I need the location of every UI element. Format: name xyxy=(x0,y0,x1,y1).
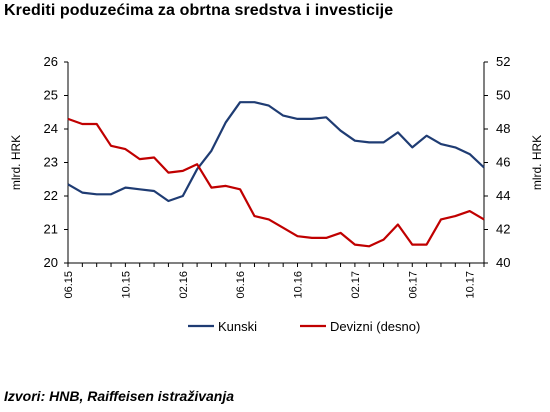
series-line-kunski xyxy=(67,101,485,203)
right-tick-label: 42 xyxy=(496,222,510,237)
left-tick-label: 20 xyxy=(44,255,58,270)
right-tick-label: 40 xyxy=(496,255,510,270)
x-tick-label: 10.16 xyxy=(293,271,305,299)
left-tick-label: 21 xyxy=(44,222,58,237)
source-note: Izvori: HNB, Raiffeisen istraživanja xyxy=(4,388,235,404)
dual-axis-line-chart: 20 21 22 23 24 25 26 40 42 44 46 48 50 52 06.15 10.15 02… xyxy=(9,54,544,334)
x-tick-label: 10.17 xyxy=(465,271,477,299)
left-tick-label: 22 xyxy=(44,188,58,203)
left-tick-label: 25 xyxy=(44,88,58,103)
x-tick-label: 02.17 xyxy=(350,271,362,299)
x-tick-label: 02.16 xyxy=(178,271,190,299)
x-tick-label: 06.16 xyxy=(235,271,247,299)
left-tick-label: 26 xyxy=(44,54,58,69)
legend-label-devizni: Devizni (desno) xyxy=(330,319,420,334)
legend-label-kunski: Kunski xyxy=(218,319,257,334)
right-tick-label: 50 xyxy=(496,88,510,103)
left-axis-label: mlrd. HRK xyxy=(9,135,23,190)
right-tick-label: 44 xyxy=(496,188,510,203)
x-tick-label: 10.15 xyxy=(120,271,132,299)
x-tick-label: 06.17 xyxy=(407,271,419,299)
chart-title: Krediti poduzećima za obrtna sredstva i … xyxy=(4,2,394,19)
right-tick-label: 46 xyxy=(496,155,510,170)
right-tick-label: 52 xyxy=(496,54,510,69)
left-tick-label: 24 xyxy=(44,121,58,136)
series-line-devizni xyxy=(67,117,485,248)
x-tick-label: 06.15 xyxy=(63,271,75,299)
right-axis-label: mlrd. HRK xyxy=(530,135,544,190)
right-tick-label: 48 xyxy=(496,121,510,136)
left-tick-label: 23 xyxy=(44,155,58,170)
